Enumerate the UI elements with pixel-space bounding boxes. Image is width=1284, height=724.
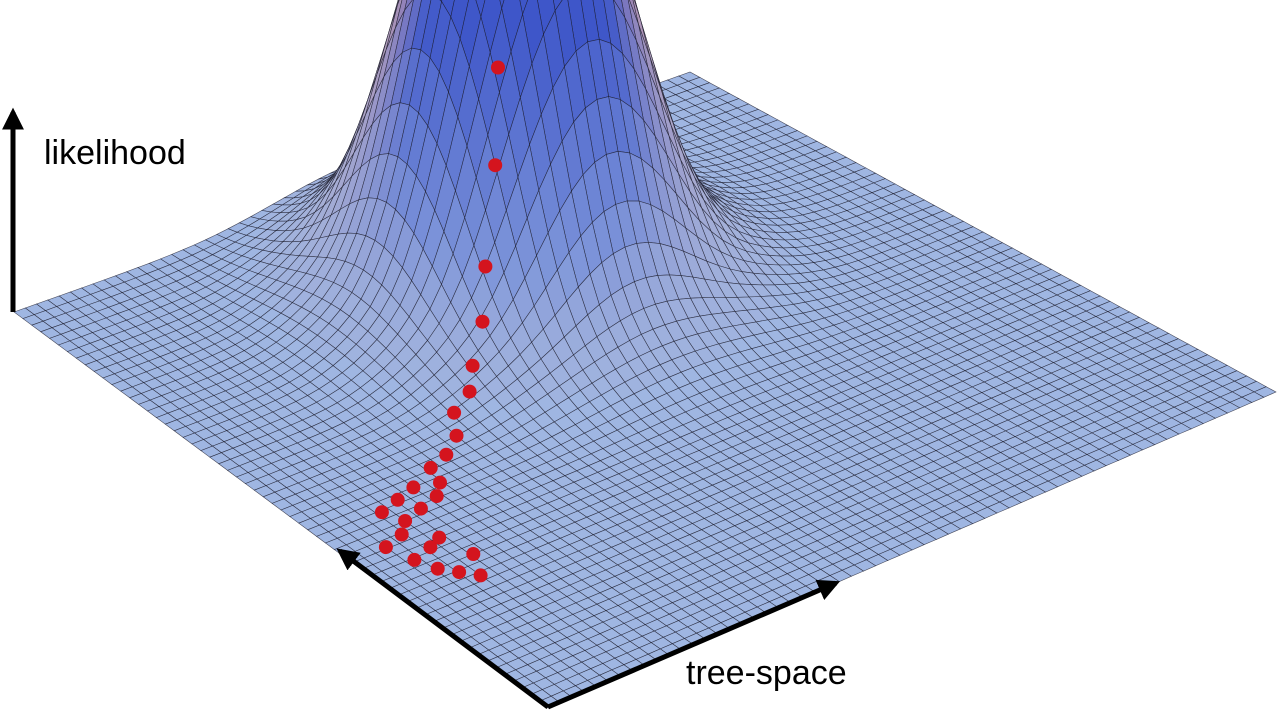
search-step-point — [475, 314, 490, 329]
tree-space-axis-arrow-left — [336, 548, 550, 709]
search-step-point — [433, 475, 447, 490]
search-path — [374, 60, 505, 583]
search-step-point — [407, 552, 422, 567]
likelihood-surface — [13, 0, 1277, 709]
search-step-point — [374, 505, 389, 520]
tree-space-axis-arrow-right — [547, 579, 841, 710]
surface-cell — [519, 0, 529, 16]
search-step-point — [429, 489, 444, 504]
search-step-point — [488, 158, 503, 173]
search-step-point — [449, 428, 464, 443]
search-step-point — [423, 460, 438, 475]
search-step-point — [413, 501, 428, 516]
search-step-point — [452, 565, 467, 580]
search-step-point — [423, 540, 438, 555]
search-step-point — [390, 492, 405, 507]
likelihood-axis-label: likelihood — [44, 134, 186, 172]
search-step-point — [439, 447, 454, 462]
search-step-point — [394, 527, 409, 542]
search-step-point — [465, 358, 480, 373]
search-step-point — [466, 547, 481, 561]
search-step-point — [398, 514, 413, 528]
surface-cell — [499, 0, 505, 10]
tree-space-axis-label: tree-space — [686, 654, 847, 692]
search-step-point — [432, 530, 447, 545]
search-step-point — [473, 568, 488, 583]
search-step-point — [491, 60, 505, 75]
search-step-point — [378, 540, 393, 555]
surface-cell — [552, 0, 563, 12]
search-step-point — [406, 480, 421, 495]
search-step-point — [478, 259, 493, 274]
search-step-point — [462, 384, 477, 399]
search-step-point — [430, 561, 445, 576]
search-step-point — [447, 405, 462, 420]
